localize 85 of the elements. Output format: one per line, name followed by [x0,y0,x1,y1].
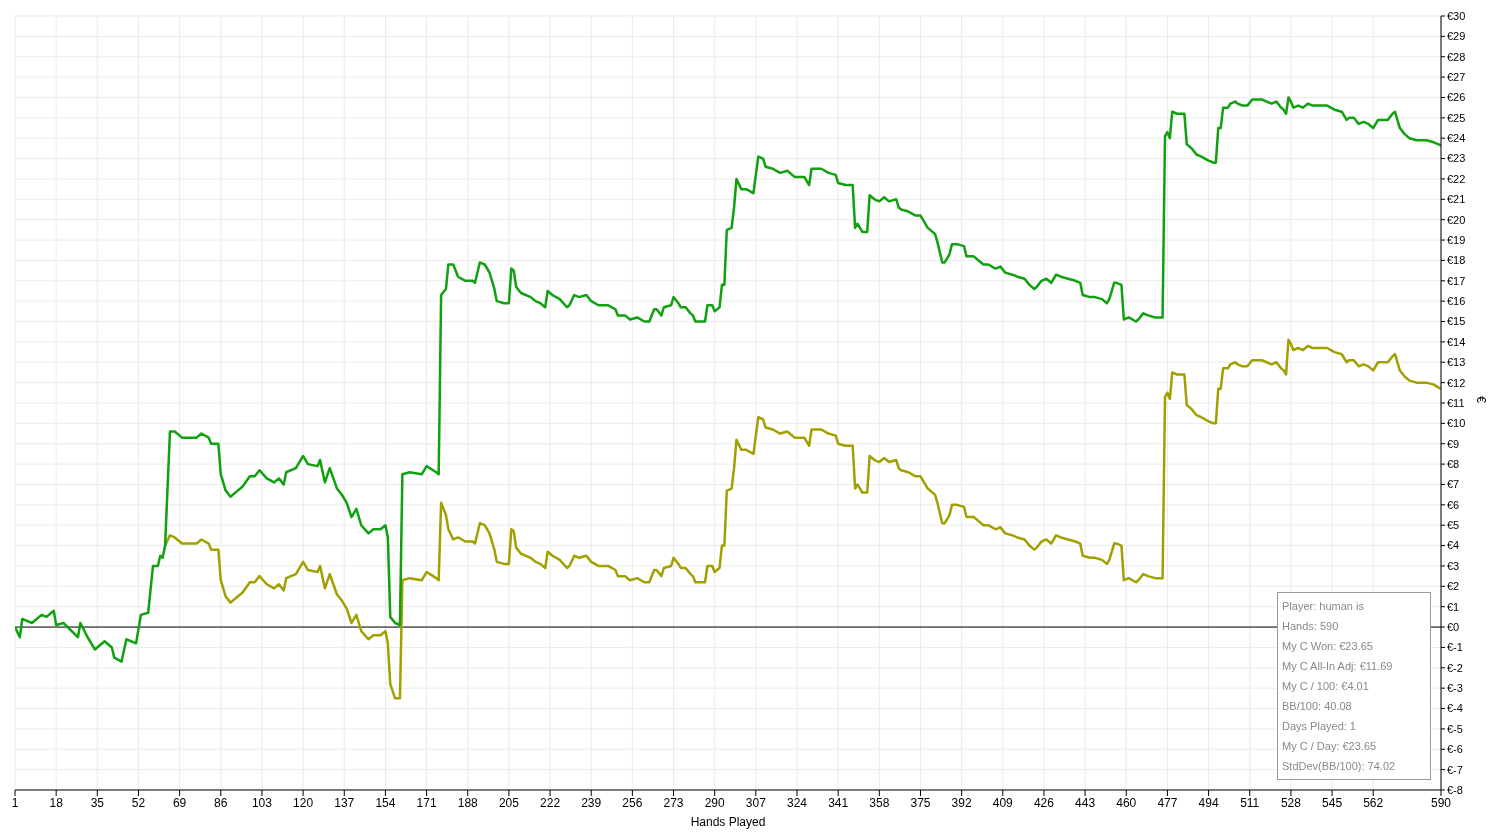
y-tick-label: €30 [1447,9,1466,22]
x-tick-label: 188 [457,795,479,810]
y-tick-label: €-3 [1447,682,1463,695]
y-tick-label: €23 [1447,152,1466,165]
x-tick-label: 511 [1240,795,1260,810]
y-tick-label: €21 [1447,193,1466,206]
y-tick-label: €19 [1447,233,1466,246]
y-tick-label: €-2 [1447,661,1463,674]
y-tick-label: €-6 [1447,743,1463,756]
y-tick-label: €14 [1447,335,1466,348]
y-tick-label: €-5 [1447,722,1463,735]
y-tick-label: €0 [1447,620,1460,633]
y-tick-label: €3 [1447,559,1460,572]
y-tick-label: €8 [1447,458,1460,471]
x-tick-label: 86 [214,795,228,810]
y-tick-label: €2 [1447,580,1460,593]
y-tick-label: €12 [1447,376,1466,389]
x-tick-label: 375 [910,795,931,810]
x-tick-label: 1 [11,795,19,810]
x-tick-label: 324 [786,795,808,810]
x-tick-label: 477 [1157,795,1178,810]
y-axis-title: € [1473,396,1488,404]
annotation: Player: human is [1282,599,1365,614]
x-tick-label: 562 [1363,795,1384,810]
x-tick-label: 120 [293,795,314,810]
x-tick-label: 52 [131,795,146,810]
annotation: My C / 100: €4.01 [1282,679,1370,694]
y-tick-label: €24 [1447,132,1466,145]
y-tick-label: €16 [1447,295,1466,308]
annotation: My C Won: €23.65 [1282,639,1374,654]
y-tick-label: €27 [1447,71,1466,84]
x-tick-label: 590 [1430,795,1452,810]
y-tick-label: €26 [1447,91,1466,104]
x-tick-label: 256 [622,795,643,810]
x-tick-label: 443 [1075,795,1096,810]
y-tick-label: €6 [1447,498,1460,511]
x-tick-label: 392 [951,795,972,810]
y-tick-label: €25 [1447,111,1466,124]
y-tick-label: €15 [1447,315,1466,328]
x-tick-label: 137 [334,795,355,810]
annotation: My C All-In Adj: €11.69 [1282,659,1394,674]
x-tick-label: 239 [581,795,602,810]
y-tick-label: €4 [1447,539,1460,552]
annotation: StdDev(BB/100): 74.02 [1282,759,1397,774]
x-tick-label: 460 [1116,795,1137,810]
y-tick-label: €18 [1447,254,1466,267]
y-tick-label: €28 [1447,50,1466,63]
y-tick-label: €-1 [1447,641,1463,654]
y-tick-label: €10 [1447,417,1466,430]
x-tick-label: 18 [49,795,64,810]
y-tick-label: €1 [1447,600,1460,613]
y-tick-label: €13 [1447,356,1466,369]
x-tick-label: 545 [1322,795,1343,810]
x-tick-label: 358 [869,795,890,810]
x-tick-label: 528 [1280,795,1302,810]
y-tick-label: €29 [1447,30,1466,43]
x-tick-label: 171 [416,795,437,810]
y-tick-label: €-7 [1447,763,1463,776]
x-tick-label: 341 [828,795,849,810]
annotation: My C / Day: €23.65 [1282,739,1378,754]
x-tick-label: 222 [540,795,561,810]
x-axis-title: Hands Played [690,815,766,829]
x-tick-label: 273 [663,795,684,810]
x-tick-label: 494 [1198,795,1219,810]
y-tick-label: €-4 [1447,702,1463,715]
x-tick-label: 307 [745,795,767,810]
y-tick-label: €11 [1447,396,1465,409]
x-tick-label: 35 [90,795,105,810]
annotation: Days Played: 1 [1282,719,1357,734]
x-tick-label: 103 [251,795,273,810]
annotation: Hands: 590 [1282,619,1340,634]
x-tick-label: 290 [704,795,726,810]
y-tick-label: €-8 [1447,783,1463,796]
x-tick-label: 205 [498,795,520,810]
x-tick-label: 154 [375,795,396,810]
y-tick-label: €5 [1447,519,1460,532]
x-tick-label: 69 [172,795,187,810]
annotation: BB/100: 40.08 [1282,699,1353,714]
y-tick-label: €7 [1447,478,1460,491]
y-tick-label: €17 [1447,274,1466,287]
y-tick-label: €9 [1447,437,1460,450]
x-tick-label: 409 [992,795,1014,810]
y-tick-label: €22 [1447,172,1466,185]
x-tick-label: 426 [1033,795,1055,810]
y-tick-label: €20 [1447,213,1466,226]
